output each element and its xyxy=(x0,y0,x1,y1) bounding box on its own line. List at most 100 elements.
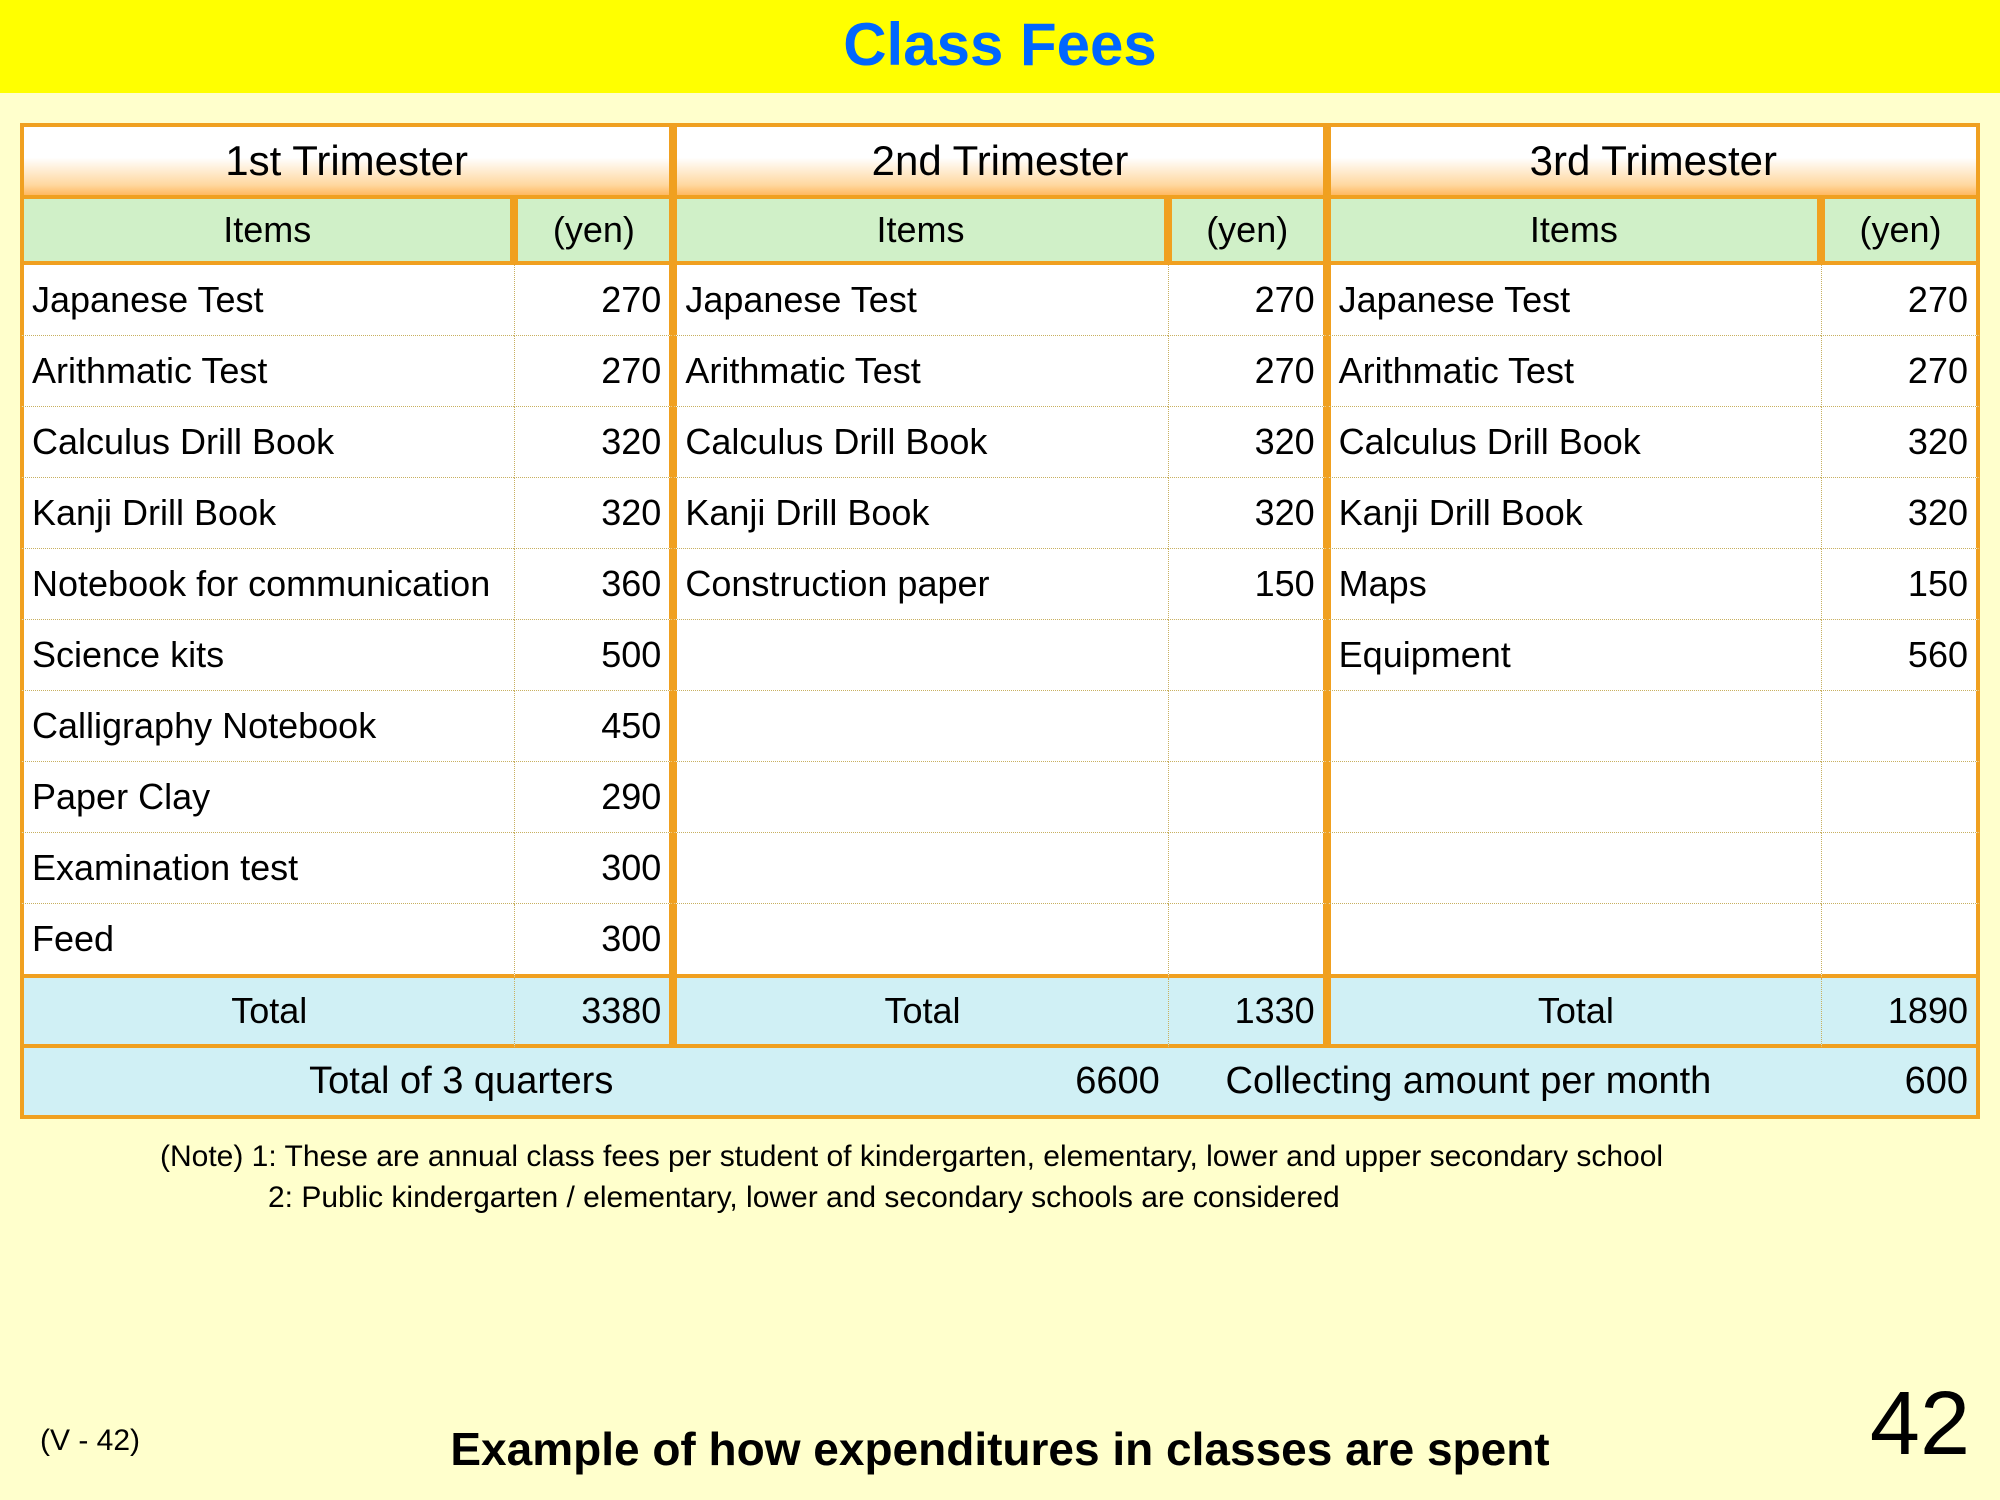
item-cell: Japanese Test xyxy=(1327,265,1821,336)
fees-table: 1st Trimester 2nd Trimester 3rd Trimeste… xyxy=(20,123,1980,1119)
item-cell: Kanji Drill Book xyxy=(20,478,514,549)
yen-cell xyxy=(1821,762,1980,833)
yen-cell: 270 xyxy=(1168,265,1327,336)
yen-cell xyxy=(1168,833,1327,904)
trimester-2-header: 2nd Trimester xyxy=(673,123,1326,199)
yen-cell xyxy=(1821,904,1980,978)
table-row: Feed300 xyxy=(20,904,1980,978)
sub-header-row: Items (yen) Items (yen) Items (yen) xyxy=(20,199,1980,265)
grand-quarters-label: Total of 3 quarters xyxy=(20,1048,673,1119)
table-row: Paper Clay290 xyxy=(20,762,1980,833)
item-cell xyxy=(673,833,1167,904)
yen-cell: 320 xyxy=(1168,407,1327,478)
yen-cell: 320 xyxy=(514,407,673,478)
item-cell: Paper Clay xyxy=(20,762,514,833)
total-label-3: Total xyxy=(1327,978,1821,1048)
item-cell xyxy=(1327,691,1821,762)
item-cell: Japanese Test xyxy=(20,265,514,336)
item-cell xyxy=(673,762,1167,833)
yen-cell: 300 xyxy=(514,833,673,904)
total-value-2: 1330 xyxy=(1168,978,1327,1048)
yen-cell xyxy=(1168,620,1327,691)
item-cell: Calculus Drill Book xyxy=(20,407,514,478)
item-cell: Japanese Test xyxy=(673,265,1167,336)
item-cell: Feed xyxy=(20,904,514,978)
yen-cell: 150 xyxy=(1168,549,1327,620)
item-cell xyxy=(673,904,1167,978)
totals-row: Total 3380 Total 1330 Total 1890 xyxy=(20,978,1980,1048)
col-items-1: Items xyxy=(20,199,514,265)
item-cell: Calculus Drill Book xyxy=(1327,407,1821,478)
yen-cell: 270 xyxy=(1168,336,1327,407)
item-cell xyxy=(673,620,1167,691)
total-label-2: Total xyxy=(673,978,1167,1048)
table-row: Kanji Drill Book320Kanji Drill Book320Ka… xyxy=(20,478,1980,549)
yen-cell: 320 xyxy=(1168,478,1327,549)
caption-text: Example of how expenditures in classes a… xyxy=(0,1422,2000,1476)
col-items-3: Items xyxy=(1327,199,1821,265)
item-cell: Calculus Drill Book xyxy=(673,407,1167,478)
page-reference: (V - 42) xyxy=(40,1424,140,1458)
grand-total-row: Total of 3 quarters 6600 Collecting amou… xyxy=(20,1048,1980,1119)
yen-cell: 320 xyxy=(514,478,673,549)
item-cell: Equipment xyxy=(1327,620,1821,691)
yen-cell: 290 xyxy=(514,762,673,833)
yen-cell xyxy=(1821,833,1980,904)
total-value-3: 1890 xyxy=(1821,978,1980,1048)
col-items-2: Items xyxy=(673,199,1167,265)
table-row: Calculus Drill Book320Calculus Drill Boo… xyxy=(20,407,1980,478)
col-yen-1: (yen) xyxy=(514,199,673,265)
item-cell: Kanji Drill Book xyxy=(673,478,1167,549)
item-cell: Construction paper xyxy=(673,549,1167,620)
note-line-2: 2: Public kindergarten / elementary, low… xyxy=(268,1178,2000,1219)
yen-cell: 320 xyxy=(1821,478,1980,549)
item-cell: Science kits xyxy=(20,620,514,691)
yen-cell: 270 xyxy=(514,336,673,407)
table-row: Notebook for communication360Constructio… xyxy=(20,549,1980,620)
table-row: Calligraphy Notebook450 xyxy=(20,691,1980,762)
item-cell xyxy=(1327,833,1821,904)
yen-cell: 560 xyxy=(1821,620,1980,691)
yen-cell xyxy=(1821,691,1980,762)
yen-cell: 270 xyxy=(1821,336,1980,407)
trimester-3-header: 3rd Trimester xyxy=(1327,123,1980,199)
item-cell: Kanji Drill Book xyxy=(1327,478,1821,549)
item-cell: Examination test xyxy=(20,833,514,904)
item-cell: Arithmatic Test xyxy=(1327,336,1821,407)
page-title: Class Fees xyxy=(0,10,2000,79)
item-cell xyxy=(1327,904,1821,978)
total-value-1: 3380 xyxy=(514,978,673,1048)
yen-cell: 500 xyxy=(514,620,673,691)
item-cell: Maps xyxy=(1327,549,1821,620)
grand-monthly-label: Collecting amount per month xyxy=(1168,1048,1821,1119)
fees-table-container: 1st Trimester 2nd Trimester 3rd Trimeste… xyxy=(20,123,1980,1119)
yen-cell: 150 xyxy=(1821,549,1980,620)
yen-cell: 270 xyxy=(514,265,673,336)
trimester-header-row: 1st Trimester 2nd Trimester 3rd Trimeste… xyxy=(20,123,1980,199)
trimester-1-header: 1st Trimester xyxy=(20,123,673,199)
notes-block: (Note) 1: These are annual class fees pe… xyxy=(160,1137,2000,1218)
grand-monthly-value: 600 xyxy=(1821,1048,1980,1119)
table-row: Arithmatic Test270Arithmatic Test270Arit… xyxy=(20,336,1980,407)
total-label-1: Total xyxy=(20,978,514,1048)
note-line-1: (Note) 1: These are annual class fees pe… xyxy=(160,1137,2000,1178)
item-cell: Arithmatic Test xyxy=(673,336,1167,407)
col-yen-3: (yen) xyxy=(1821,199,1980,265)
yen-cell: 450 xyxy=(514,691,673,762)
yen-cell xyxy=(1168,762,1327,833)
table-row: Examination test300 xyxy=(20,833,1980,904)
yen-cell xyxy=(1168,904,1327,978)
item-cell: Arithmatic Test xyxy=(20,336,514,407)
table-row: Japanese Test270Japanese Test270Japanese… xyxy=(20,265,1980,336)
yen-cell: 300 xyxy=(514,904,673,978)
yen-cell xyxy=(1168,691,1327,762)
item-cell: Notebook for communication xyxy=(20,549,514,620)
item-cell xyxy=(1327,762,1821,833)
yen-cell: 360 xyxy=(514,549,673,620)
page-number: 42 xyxy=(1870,1373,1970,1476)
footer: (V - 42) Example of how expenditures in … xyxy=(0,1422,2000,1476)
table-row: Science kits500 Equipment560 xyxy=(20,620,1980,691)
title-bar: Class Fees xyxy=(0,0,2000,93)
item-cell: Calligraphy Notebook xyxy=(20,691,514,762)
item-cell xyxy=(673,691,1167,762)
